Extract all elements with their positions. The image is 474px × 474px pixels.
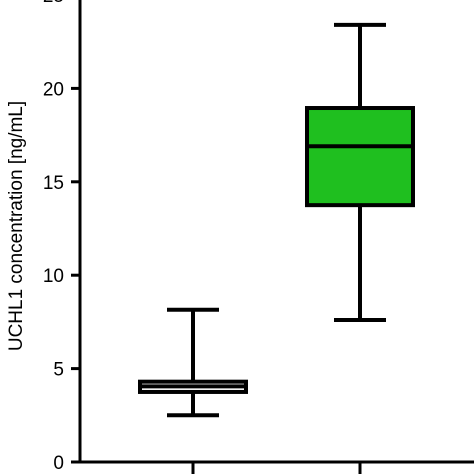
- y-tick-label: 0: [53, 453, 64, 474]
- y-tick-label: 20: [43, 79, 64, 100]
- y-tick-label: 15: [43, 173, 64, 194]
- y-tick-label: 5: [53, 360, 64, 381]
- y-axis: 0 5 10 15 20 25: [43, 0, 82, 474]
- y-tick-label: 25: [43, 0, 64, 7]
- box-group: [305, 22, 415, 323]
- x-axis: [78, 460, 474, 474]
- y-axis-title: UCHL1 concentration [ng/mL]: [6, 101, 27, 351]
- y-tick-label: 10: [43, 266, 64, 287]
- iqr-box: [305, 106, 415, 208]
- boxes-layer: [138, 22, 415, 418]
- box-group: [138, 307, 248, 418]
